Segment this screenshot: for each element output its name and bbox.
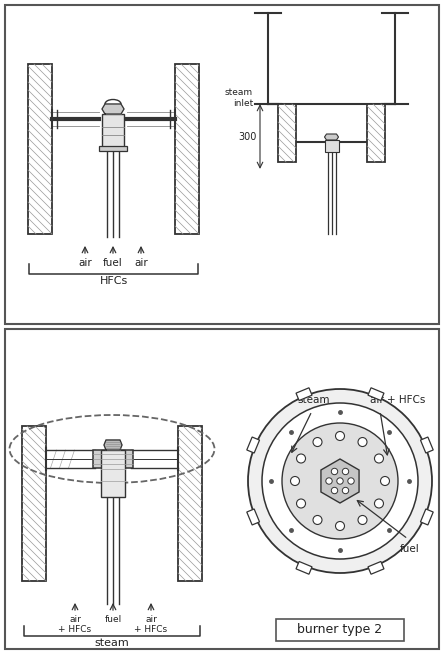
Polygon shape (368, 562, 384, 574)
Bar (5, 5, 439, 324)
Bar (367, 104, 385, 162)
Polygon shape (321, 459, 359, 503)
Text: HFCs: HFCs (99, 276, 127, 286)
Circle shape (282, 423, 398, 539)
Circle shape (374, 454, 384, 463)
Circle shape (336, 432, 345, 441)
Polygon shape (420, 437, 433, 453)
Text: burner type 2: burner type 2 (297, 623, 383, 636)
Bar (28, 64, 52, 234)
Circle shape (262, 403, 418, 559)
Polygon shape (104, 440, 122, 450)
Circle shape (342, 468, 349, 475)
Circle shape (290, 477, 300, 485)
Text: steam: steam (298, 395, 330, 405)
Bar (178, 426, 202, 581)
Bar (5, 329, 439, 649)
Text: air: air (78, 258, 92, 268)
Bar (325, 140, 338, 152)
Circle shape (297, 454, 305, 463)
Polygon shape (325, 134, 338, 140)
Circle shape (342, 487, 349, 494)
Polygon shape (368, 388, 384, 400)
Circle shape (297, 499, 305, 508)
Polygon shape (296, 562, 312, 574)
Text: steam: steam (95, 638, 129, 648)
Polygon shape (102, 104, 124, 114)
Circle shape (313, 438, 322, 447)
Circle shape (331, 487, 338, 494)
Bar (175, 64, 199, 234)
Circle shape (331, 468, 338, 475)
Bar (101, 450, 125, 497)
Polygon shape (247, 437, 260, 453)
Polygon shape (296, 388, 312, 400)
Text: air + HFCs: air + HFCs (370, 395, 426, 405)
Circle shape (337, 478, 343, 484)
Circle shape (348, 478, 354, 484)
Bar (99, 146, 127, 151)
Circle shape (358, 438, 367, 447)
Text: fuel: fuel (400, 544, 420, 554)
Circle shape (336, 521, 345, 530)
Bar (93, 450, 133, 468)
Text: air
+ HFCs: air + HFCs (135, 615, 167, 634)
Text: 300: 300 (238, 131, 257, 141)
Text: fuel: fuel (103, 258, 123, 268)
Polygon shape (420, 509, 433, 525)
Text: fuel: fuel (104, 615, 122, 624)
Bar (276, 619, 404, 641)
Bar (22, 426, 46, 581)
Circle shape (381, 477, 389, 485)
Bar (102, 114, 124, 147)
Text: air: air (134, 258, 148, 268)
Polygon shape (247, 509, 260, 525)
Circle shape (326, 478, 332, 484)
Circle shape (358, 515, 367, 525)
Circle shape (248, 389, 432, 573)
Text: air
+ HFCs: air + HFCs (59, 615, 91, 634)
Bar (278, 104, 296, 162)
Text: steam
inlet: steam inlet (225, 88, 253, 108)
Circle shape (313, 515, 322, 525)
Circle shape (374, 499, 384, 508)
